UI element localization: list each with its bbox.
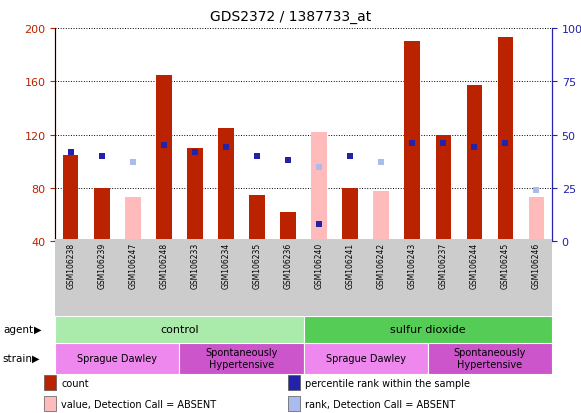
Bar bbox=[374, 191, 389, 242]
Text: ▶: ▶ bbox=[32, 353, 40, 363]
Text: ▶: ▶ bbox=[34, 324, 41, 335]
Bar bbox=[280, 212, 296, 242]
Text: GSM106239: GSM106239 bbox=[97, 242, 106, 288]
Bar bbox=[218, 128, 234, 242]
Bar bbox=[249, 195, 265, 242]
Text: GSM106240: GSM106240 bbox=[314, 242, 324, 288]
Text: GSM106236: GSM106236 bbox=[284, 242, 293, 288]
Bar bbox=[404, 42, 420, 242]
Text: GSM106237: GSM106237 bbox=[439, 242, 448, 288]
Bar bbox=[428, 343, 552, 374]
Text: strain: strain bbox=[3, 353, 33, 363]
Text: Sprague Dawley: Sprague Dawley bbox=[77, 353, 157, 363]
Bar bbox=[288, 375, 300, 390]
Text: value, Detection Call = ABSENT: value, Detection Call = ABSENT bbox=[62, 399, 217, 408]
Text: Spontaneously
Hypertensive: Spontaneously Hypertensive bbox=[205, 347, 278, 369]
Text: count: count bbox=[62, 378, 89, 388]
Text: GDS2372 / 1387733_at: GDS2372 / 1387733_at bbox=[210, 10, 371, 24]
Bar bbox=[187, 149, 203, 242]
Bar bbox=[288, 396, 300, 411]
Bar bbox=[467, 86, 482, 242]
Bar bbox=[55, 316, 303, 343]
Bar bbox=[436, 135, 451, 242]
Text: Sprague Dawley: Sprague Dawley bbox=[326, 353, 406, 363]
Text: GSM106244: GSM106244 bbox=[470, 242, 479, 288]
Text: GSM106245: GSM106245 bbox=[501, 242, 510, 288]
Text: rank, Detection Call = ABSENT: rank, Detection Call = ABSENT bbox=[306, 399, 456, 408]
Bar bbox=[303, 316, 552, 343]
Text: GSM106248: GSM106248 bbox=[159, 242, 168, 288]
Bar bbox=[311, 133, 327, 242]
Bar bbox=[497, 38, 513, 242]
Text: GSM106235: GSM106235 bbox=[253, 242, 261, 288]
Text: agent: agent bbox=[3, 324, 33, 335]
Bar bbox=[180, 343, 303, 374]
Text: GSM106247: GSM106247 bbox=[128, 242, 137, 288]
Text: Spontaneously
Hypertensive: Spontaneously Hypertensive bbox=[454, 347, 526, 369]
Bar bbox=[94, 188, 110, 242]
Bar bbox=[55, 343, 180, 374]
Bar bbox=[529, 198, 544, 242]
Text: percentile rank within the sample: percentile rank within the sample bbox=[306, 378, 471, 388]
Text: sulfur dioxide: sulfur dioxide bbox=[390, 324, 465, 335]
Text: GSM106243: GSM106243 bbox=[408, 242, 417, 288]
Text: control: control bbox=[160, 324, 199, 335]
Bar bbox=[156, 76, 171, 242]
Bar bbox=[63, 155, 78, 242]
Bar bbox=[44, 396, 56, 411]
Text: GSM106234: GSM106234 bbox=[221, 242, 231, 288]
Text: GSM106241: GSM106241 bbox=[346, 242, 354, 288]
Bar bbox=[311, 242, 327, 275]
Text: GSM106238: GSM106238 bbox=[66, 242, 75, 288]
Text: GSM106242: GSM106242 bbox=[376, 242, 386, 288]
Bar bbox=[125, 198, 141, 242]
Bar bbox=[342, 188, 358, 242]
Bar bbox=[303, 343, 428, 374]
Bar bbox=[44, 375, 56, 390]
Text: GSM106233: GSM106233 bbox=[191, 242, 199, 288]
Text: GSM106246: GSM106246 bbox=[532, 242, 541, 288]
